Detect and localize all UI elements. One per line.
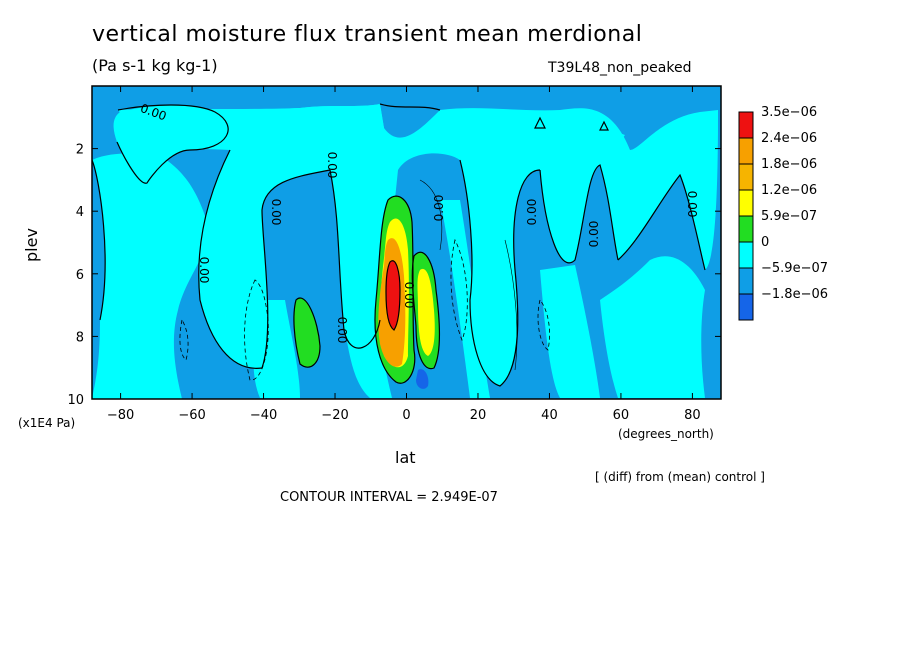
colorbar-label: 1.8e−06 [761,157,817,172]
x-tick-label: 60 [613,408,630,423]
y-tick-label: 8 [76,330,84,345]
y-tick-label: 4 [76,205,84,220]
colorbar-label: 1.2e−06 [761,183,817,198]
chart-units: (Pa s-1 kg kg-1) [92,56,218,75]
diff-note: [ (diff) from (mean) control ] [595,470,765,484]
colorbar-label: 5.9e−07 [761,209,817,224]
chart-title: vertical moisture flux transient mean me… [92,22,643,47]
y-ticks: 2 4 6 8 10 [67,143,721,408]
colorbar-label: −1.8e−06 [761,287,828,302]
red-core [386,260,400,330]
positive-lobes [293,196,440,389]
y-tick-label: 10 [67,393,84,408]
y-tick-label: 6 [76,268,84,283]
contour-label: 0.00 [685,191,699,218]
colorbar-swatch [738,137,754,165]
contour-labels: 0.000.000.000.000.000.00 0.000.000.000.00 [138,101,699,343]
x-axis-label: lat [395,448,416,467]
colorbar-swatch [738,241,754,269]
colorbar-label: 2.4e−06 [761,131,817,146]
x-axis-units: (degrees_north) [618,427,714,441]
y-axis-units: (x1E4 Pa) [18,416,76,430]
near-zero-field [92,104,718,399]
yellow-lobe-right [417,268,435,356]
colorbar-swatch [738,293,754,321]
colorbar: 3.5e−06 2.4e−06 1.8e−06 1.2e−06 5.9e−07 0 −5.9… [738,105,828,321]
contour-label: 0.00 [587,221,601,248]
x-ticks: −80 −60 −40 −20 0 20 40 60 80 [107,86,701,423]
x-tick-label: −20 [321,408,348,423]
colorbar-label: −5.9e−07 [761,261,828,276]
x-tick-label: 80 [684,408,701,423]
x-tick-label: 0 [402,408,410,423]
dashed-contours [179,238,550,381]
colorbar-label: 0 [761,235,769,250]
colorbar-swatch [738,111,754,139]
run-label: T39L48_non_peaked [548,60,692,76]
colorbar-label: 3.5e−06 [761,105,817,120]
y-tick-label: 2 [76,143,84,158]
colorbar-swatch [738,267,754,295]
colorbar-swatch [738,215,754,243]
colorbar-swatch [738,163,754,191]
green-lobe-left [293,298,320,368]
contour-label: 0.00 [269,199,283,226]
x-tick-label: −60 [178,408,205,423]
x-tick-label: −80 [107,408,134,423]
contour-interval: CONTOUR INTERVAL = 2.949E-07 [280,490,498,505]
thin-contours [419,179,518,371]
contour-label: 0.00 [335,317,349,344]
colorbar-swatch [738,189,754,217]
contour-label: 0.00 [402,282,416,309]
blue-spot [416,369,429,389]
contour-label: 0.00 [525,199,539,226]
contour-label: 0.00 [197,257,211,284]
x-tick-label: −40 [250,408,277,423]
x-tick-label: 20 [470,408,487,423]
contour-label: 0.00 [432,195,446,222]
contour-label: 0.00 [325,152,339,179]
x-tick-label: 40 [541,408,558,423]
